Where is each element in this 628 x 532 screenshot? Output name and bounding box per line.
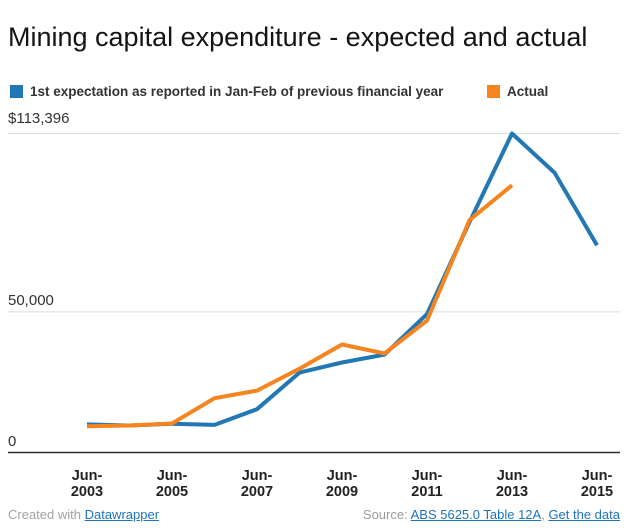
legend: 1st expectation as reported in Jan-Feb o… <box>10 84 618 116</box>
x-tick-year: 2015 <box>580 484 614 500</box>
get-the-data-link[interactable]: Get the data <box>548 507 620 522</box>
x-tick-year: 2013 <box>495 484 529 500</box>
x-tick-month: Jun- <box>581 468 613 484</box>
source-line: Source: ABS 5625.0 Table 12A, Get the da… <box>363 507 620 522</box>
legend-swatch-actual <box>487 85 500 98</box>
page-title: Mining capital expenditure - expected an… <box>8 22 588 53</box>
x-tick-month: Jun- <box>71 468 103 484</box>
attribution: Created with Datawrapper <box>8 507 159 522</box>
x-tick-month: Jun- <box>326 468 358 484</box>
x-tick-year: 2011 <box>411 484 443 500</box>
x-tick-label: Jun- 2003 <box>55 468 119 500</box>
legend-item-expected: 1st expectation as reported in Jan-Feb o… <box>10 84 472 100</box>
y-axis-max-label: $113,396 <box>8 110 70 127</box>
x-tick-year: 2003 <box>70 484 104 500</box>
x-tick-month: Jun- <box>411 468 443 484</box>
datawrapper-link[interactable]: Datawrapper <box>84 507 160 522</box>
source-label: Source: <box>362 507 411 522</box>
x-tick-label: Jun- 2013 <box>480 468 544 500</box>
x-tick-label: Jun- 2009 <box>310 468 374 500</box>
source-separator: , <box>541 507 549 522</box>
y-axis-zero-label: 0 <box>8 433 17 450</box>
expected-line <box>86 131 599 428</box>
created-with-text: Created with <box>8 507 85 522</box>
x-tick-year: 2009 <box>325 484 359 500</box>
legend-label-expected: 1st expectation as reported in Jan-Feb o… <box>30 84 444 99</box>
legend-item-actual: Actual <box>487 84 548 100</box>
x-axis: Jun- 2003 Jun- 2005 Jun- 2007 Jun- 2009 Jun- 2011… <box>0 468 628 504</box>
x-tick-year: 2005 <box>155 484 189 500</box>
x-tick-label: Jun- 2005 <box>140 468 204 500</box>
x-tick-year: 2007 <box>240 484 274 500</box>
x-tick-month: Jun- <box>241 468 273 484</box>
actual-line <box>86 183 514 429</box>
x-tick-label: Jun- 2007 <box>225 468 289 500</box>
x-tick-month: Jun- <box>156 468 188 484</box>
x-tick-label: Jun- 2011 <box>395 468 459 500</box>
x-tick-label: Jun- 2015 <box>565 468 628 500</box>
y-axis-mid-label: 50,000 <box>8 292 54 309</box>
x-tick-month: Jun- <box>496 468 528 484</box>
source-link[interactable]: ABS 5625.0 Table 12A <box>410 507 542 522</box>
legend-label-actual: Actual <box>507 84 549 99</box>
legend-swatch-expected <box>10 85 23 98</box>
